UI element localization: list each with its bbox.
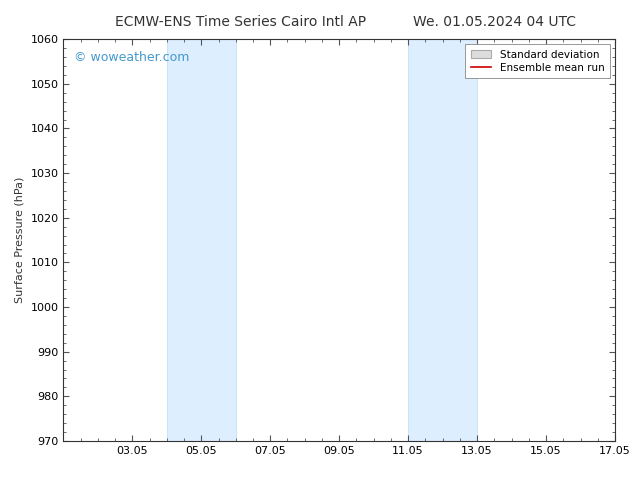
Bar	[408, 39, 477, 441]
Legend: Standard deviation, Ensemble mean run: Standard deviation, Ensemble mean run	[465, 45, 610, 78]
Text: © woweather.com: © woweather.com	[74, 51, 190, 64]
Y-axis label: Surface Pressure (hPa): Surface Pressure (hPa)	[15, 177, 25, 303]
Bar	[167, 39, 236, 441]
Text: We. 01.05.2024 04 UTC: We. 01.05.2024 04 UTC	[413, 15, 576, 29]
Text: ECMW-ENS Time Series Cairo Intl AP: ECMW-ENS Time Series Cairo Intl AP	[115, 15, 366, 29]
